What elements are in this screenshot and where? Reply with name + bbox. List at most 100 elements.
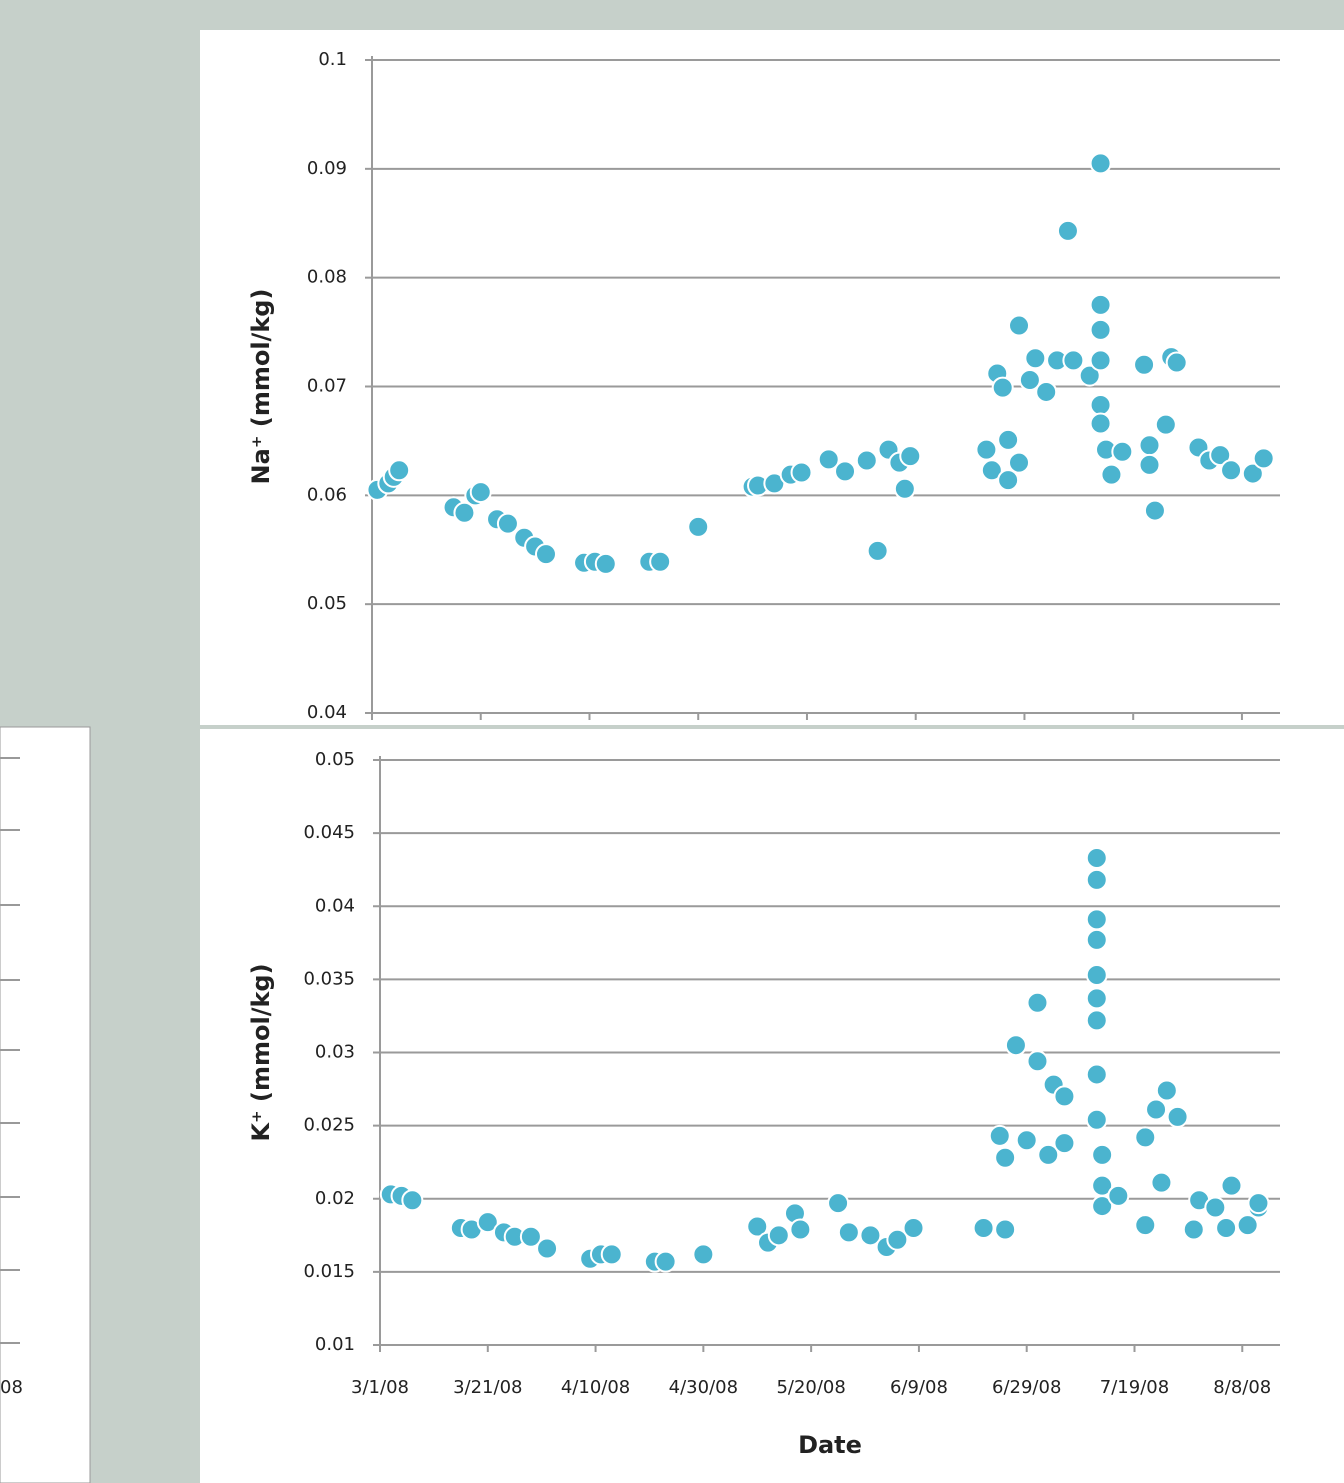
x-tick-label: 6/9/08 xyxy=(890,1377,948,1398)
data-point xyxy=(1085,1063,1108,1086)
data-point xyxy=(1089,349,1112,372)
data-point xyxy=(1089,293,1112,316)
x-tick-label: 8/8/08 xyxy=(1213,1377,1271,1398)
y-tick-label: 0.02 xyxy=(315,1188,355,1209)
y-axis-title: Na⁺ (mmol/kg) xyxy=(247,289,275,485)
data-point xyxy=(1252,447,1275,470)
y-axis-title: K⁺ (mmol/kg) xyxy=(247,963,275,1141)
data-point xyxy=(790,461,813,484)
data-point xyxy=(1035,380,1058,403)
data-point xyxy=(893,477,916,500)
data-point xyxy=(600,1243,623,1266)
y-tick-label: 0.04 xyxy=(307,702,347,723)
data-point xyxy=(1133,353,1156,376)
data-point xyxy=(1085,846,1108,869)
data-point xyxy=(1085,1108,1108,1131)
data-point xyxy=(1085,1009,1108,1032)
data-point xyxy=(994,1146,1017,1169)
data-point xyxy=(789,1218,812,1241)
data-point xyxy=(1085,868,1108,891)
data-point xyxy=(886,1228,909,1251)
data-point xyxy=(1089,394,1112,417)
y-tick-label: 0.01 xyxy=(315,1334,355,1355)
data-point xyxy=(1138,434,1161,457)
data-point xyxy=(837,1221,860,1244)
data-point xyxy=(1008,451,1031,474)
data-point xyxy=(902,1217,925,1239)
data-point xyxy=(817,448,840,471)
data-point xyxy=(994,1218,1017,1241)
data-point xyxy=(1220,1174,1243,1197)
data-point xyxy=(746,1215,769,1238)
data-point xyxy=(899,445,922,468)
data-point xyxy=(988,1124,1011,1147)
data-point xyxy=(834,460,857,483)
data-point xyxy=(1134,1214,1157,1237)
data-point xyxy=(1241,462,1264,485)
y-tick-label: 0.05 xyxy=(315,749,355,770)
data-point xyxy=(401,1189,424,1212)
partial-grid xyxy=(0,757,20,1344)
fragment-label: 08 xyxy=(0,1377,23,1398)
data-point xyxy=(1026,1050,1049,1073)
data-point xyxy=(997,428,1020,451)
data-point xyxy=(469,481,492,504)
y-tick-label: 0.1 xyxy=(318,49,347,70)
data-point xyxy=(859,1224,882,1247)
data-point xyxy=(453,501,476,524)
y-tick-label: 0.06 xyxy=(307,484,347,505)
data-point xyxy=(1008,314,1031,337)
data-point xyxy=(687,515,710,538)
data-point xyxy=(1236,1214,1259,1237)
data-point xyxy=(866,539,889,562)
data-point xyxy=(1056,219,1079,242)
y-tick-label: 0.045 xyxy=(303,822,355,843)
data-point xyxy=(1062,349,1085,372)
data-point xyxy=(1111,440,1134,463)
data-point xyxy=(476,1211,499,1234)
data-point xyxy=(1138,453,1161,476)
data-point xyxy=(534,543,557,566)
y-tick-label: 0.05 xyxy=(307,593,347,614)
data-point xyxy=(855,449,878,472)
data-point xyxy=(1143,499,1166,522)
y-tick-label: 0.015 xyxy=(303,1261,355,1282)
data-point xyxy=(496,512,519,535)
data-point xyxy=(1166,1105,1189,1128)
data-point xyxy=(1145,1098,1168,1121)
y-tick-label: 0.08 xyxy=(307,267,347,288)
panel-k xyxy=(200,729,1344,1483)
data-point xyxy=(972,1217,995,1239)
data-point xyxy=(1024,347,1047,370)
y-tick-label: 0.09 xyxy=(307,158,347,179)
data-point xyxy=(1089,318,1112,341)
data-point xyxy=(1182,1218,1205,1241)
data-point xyxy=(1107,1184,1130,1207)
data-point xyxy=(1026,991,1049,1014)
data-point xyxy=(1215,1217,1238,1239)
data-point xyxy=(1037,1143,1060,1166)
data-point xyxy=(1085,963,1108,986)
x-tick-label: 5/20/08 xyxy=(776,1377,845,1398)
data-point xyxy=(1004,1034,1027,1057)
data-point xyxy=(1204,1196,1227,1219)
data-point xyxy=(1220,459,1243,482)
data-point xyxy=(1134,1126,1157,1149)
data-point xyxy=(1247,1192,1270,1215)
data-point xyxy=(1154,413,1177,436)
data-point xyxy=(1091,1143,1114,1166)
x-axis-title: Date xyxy=(798,1431,862,1459)
data-point xyxy=(1015,1129,1038,1152)
x-tick-label: 4/30/08 xyxy=(669,1377,738,1398)
data-point xyxy=(649,550,672,573)
data-point xyxy=(1085,928,1108,951)
data-point xyxy=(1150,1171,1173,1194)
data-point xyxy=(827,1192,850,1215)
data-point xyxy=(692,1243,715,1266)
data-point xyxy=(594,552,617,575)
x-tick-label: 4/10/08 xyxy=(561,1377,630,1398)
y-tick-label: 0.035 xyxy=(303,968,355,989)
data-point xyxy=(1085,908,1108,931)
data-point xyxy=(1165,351,1188,374)
